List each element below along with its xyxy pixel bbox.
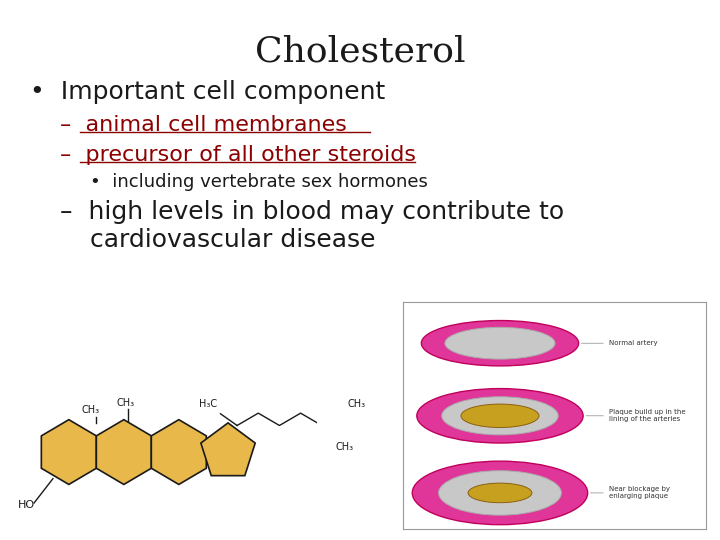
Ellipse shape — [438, 471, 562, 515]
Ellipse shape — [468, 483, 532, 503]
Text: CH₃: CH₃ — [81, 406, 99, 415]
Text: H₃C: H₃C — [199, 400, 217, 409]
Text: –  precursor of all other steroids: – precursor of all other steroids — [60, 145, 416, 165]
Text: Near blockage by
enlarging plaque: Near blockage by enlarging plaque — [590, 487, 670, 500]
Text: Normal artery: Normal artery — [581, 340, 657, 346]
Polygon shape — [96, 420, 151, 484]
Text: CH₃: CH₃ — [116, 398, 135, 408]
Text: CH₃: CH₃ — [336, 442, 354, 451]
Text: –  high levels in blood may contribute to: – high levels in blood may contribute to — [60, 200, 564, 224]
Ellipse shape — [413, 461, 588, 525]
Text: cardiovascular disease: cardiovascular disease — [90, 228, 376, 252]
Ellipse shape — [417, 389, 583, 443]
Ellipse shape — [445, 327, 555, 359]
Text: CH₃: CH₃ — [348, 400, 366, 409]
Polygon shape — [151, 420, 207, 484]
Ellipse shape — [442, 397, 558, 435]
Text: •  Important cell component: • Important cell component — [30, 80, 385, 104]
Text: •  including vertebrate sex hormones: • including vertebrate sex hormones — [90, 173, 428, 191]
Polygon shape — [41, 420, 96, 484]
Text: –  animal cell membranes: – animal cell membranes — [60, 115, 347, 135]
Ellipse shape — [421, 321, 579, 366]
Ellipse shape — [461, 404, 539, 428]
Polygon shape — [201, 423, 255, 476]
Text: Cholesterol: Cholesterol — [255, 35, 465, 69]
Text: HO: HO — [17, 500, 35, 510]
Text: Plaque build up in the
lining of the arteries: Plaque build up in the lining of the art… — [586, 409, 685, 422]
